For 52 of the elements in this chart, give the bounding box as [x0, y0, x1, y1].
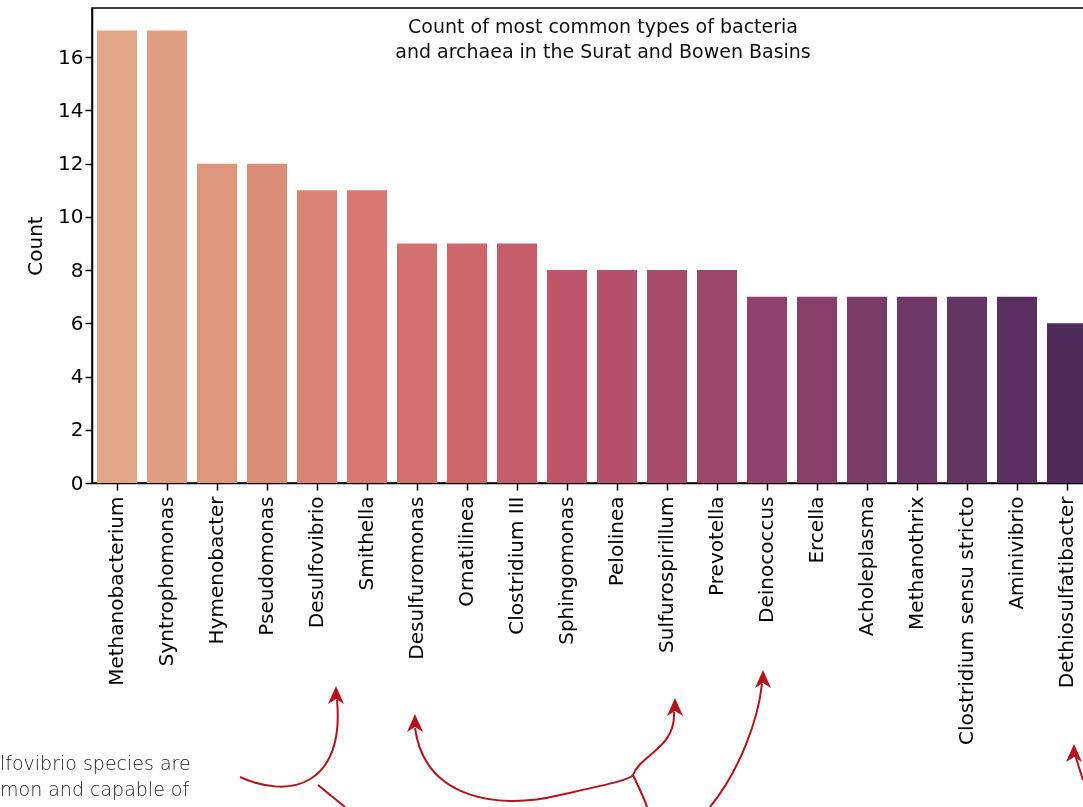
y-tick-label: 4	[70, 364, 84, 389]
x-tick-label: Pelolinea	[604, 496, 628, 587]
x-tick-label: Sulfurospirillum	[654, 496, 678, 653]
bar	[147, 30, 187, 483]
bar	[797, 296, 837, 483]
x-tick-label: Prevotella	[704, 496, 728, 596]
bar	[397, 243, 437, 483]
bar	[747, 296, 787, 483]
x-tick-label: Sphingomonas	[554, 496, 578, 645]
x-tick-label: Desulfovibrio	[304, 496, 328, 629]
bar	[447, 243, 487, 483]
text: lfovibrio species are	[0, 752, 191, 774]
y-tick-label: 12	[58, 151, 84, 176]
text: mon and capable of	[0, 778, 190, 800]
x-tick-label: Deinococcus	[754, 496, 778, 623]
y-tick-label: 2	[70, 417, 84, 442]
bar	[97, 30, 137, 483]
bar	[997, 296, 1037, 483]
y-axis-title: Count	[23, 216, 48, 276]
x-tick-label: Aminivibrio	[1004, 496, 1028, 610]
bar	[497, 243, 537, 483]
text: Count of most common types of bacteria and archaea in the Surat and Bowen Basins	[395, 15, 811, 62]
x-tick-label: Syntrophomonas	[154, 496, 178, 667]
x-tick-label: Hymenobacter	[204, 495, 228, 645]
bar	[597, 270, 637, 483]
bar	[347, 190, 387, 483]
x-tick-label: Ercella	[804, 496, 828, 564]
x-tick-label: Smithella	[354, 496, 378, 591]
bar	[947, 296, 987, 483]
y-tick-label: 14	[58, 97, 84, 122]
bar	[197, 163, 237, 483]
x-tick-label: Desulfuromonas	[404, 496, 428, 660]
x-tick-label: Methanobacterium	[104, 496, 128, 686]
x-tick-label: Ornatilinea	[454, 496, 478, 607]
bar	[547, 270, 587, 483]
bar	[647, 270, 687, 483]
y-tick-label: 10	[58, 204, 84, 229]
x-tick-label: Acholeplasma	[854, 496, 878, 637]
y-tick-label: 6	[70, 310, 84, 335]
x-tick-label: Methanothrix	[904, 496, 928, 630]
x-tick-label: Clostridium III	[504, 496, 528, 635]
y-tick-label: 16	[58, 44, 84, 69]
x-tick-label: Pseudomonas	[254, 496, 278, 636]
bar	[697, 270, 737, 483]
bar	[297, 190, 337, 483]
y-tick-label: 0	[70, 470, 84, 495]
bar	[847, 296, 887, 483]
x-tick-label: Dethiosulfatibacter	[1054, 495, 1078, 689]
bar	[247, 163, 287, 483]
x-tick-label: Clostridium sensu stricto	[954, 496, 978, 746]
y-tick-label: 8	[70, 257, 84, 282]
bar	[897, 296, 937, 483]
